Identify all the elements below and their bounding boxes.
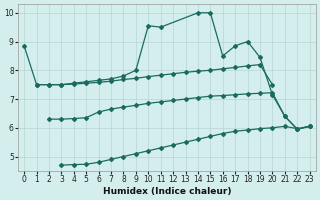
X-axis label: Humidex (Indice chaleur): Humidex (Indice chaleur)	[103, 187, 231, 196]
